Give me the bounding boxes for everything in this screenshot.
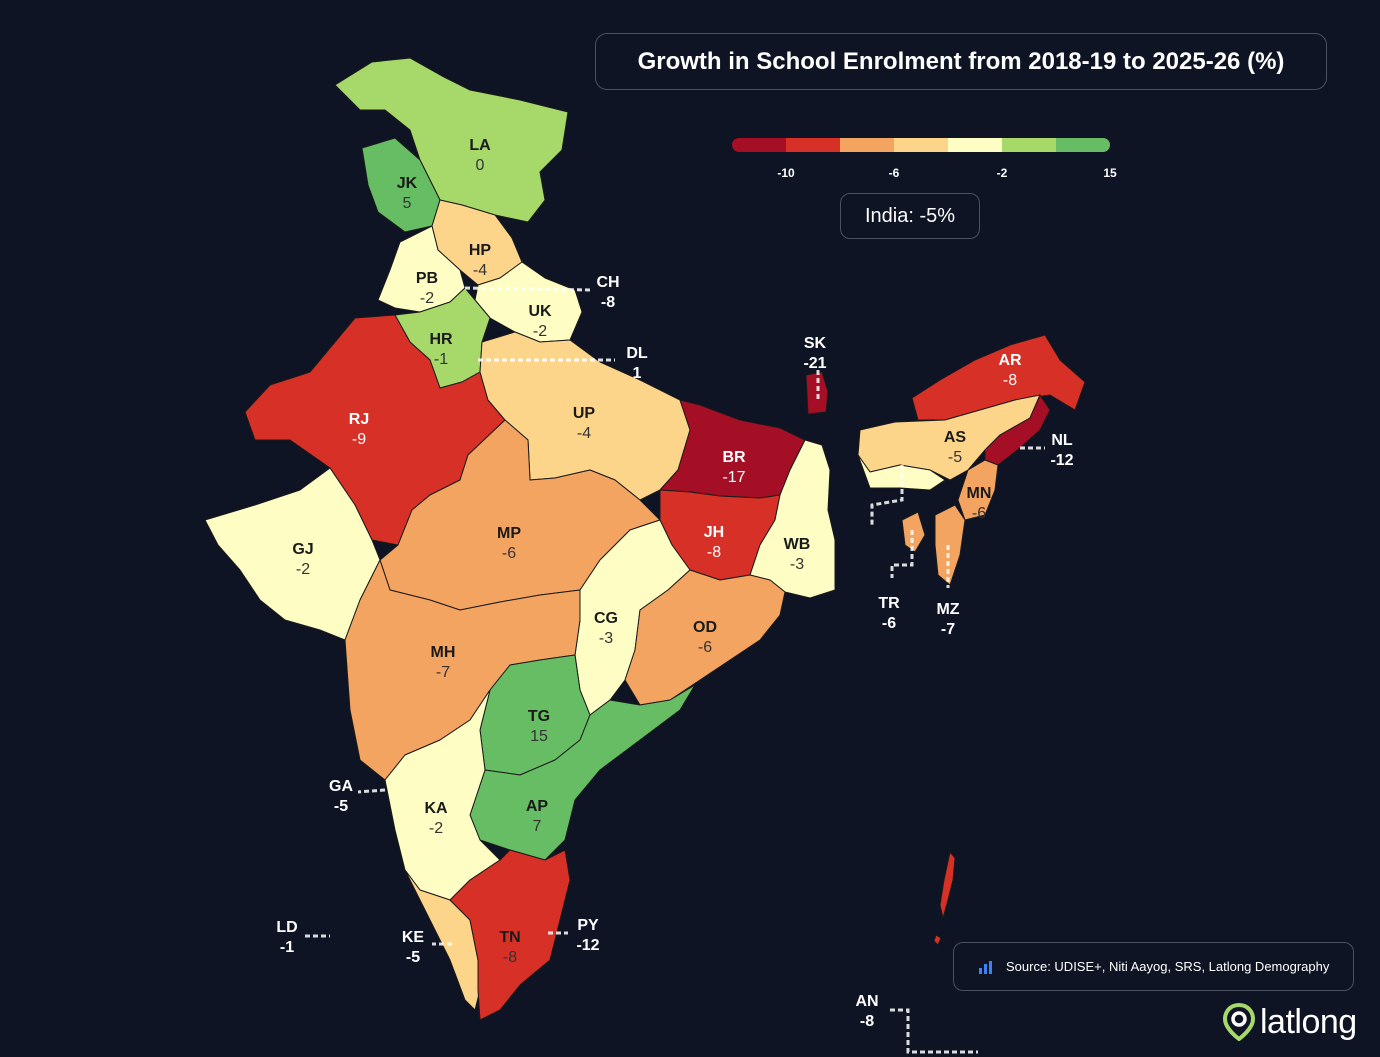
- legend-swatch: [1056, 138, 1110, 152]
- state-value-as: -5: [948, 449, 962, 466]
- state-value-hp: -4: [473, 262, 487, 279]
- state-value-up: -4: [577, 425, 591, 442]
- legend-tick-label: -2: [996, 166, 1008, 180]
- legend-swatch: [1002, 138, 1056, 152]
- state-value-mz: -7: [941, 621, 955, 638]
- state-value-hr: -1: [434, 351, 448, 368]
- state-code-an: AN: [855, 993, 878, 1010]
- state-value-uk: -2: [533, 323, 547, 340]
- state-code-ga: GA: [329, 778, 353, 795]
- state-value-py: -12: [576, 937, 599, 954]
- region-nl[interactable]: [984, 394, 1051, 466]
- region-an[interactable]: [933, 851, 956, 946]
- legend-swatch: [894, 138, 948, 152]
- state-value-br: -17: [722, 469, 745, 486]
- state-code-rj: RJ: [349, 411, 369, 428]
- region-mz[interactable]: [934, 504, 966, 586]
- state-code-od: OD: [693, 619, 717, 636]
- state-code-ld: LD: [276, 919, 297, 936]
- state-value-wb: -3: [790, 556, 804, 573]
- legend-tick-label: -10: [777, 166, 795, 180]
- state-value-ar: -8: [1003, 372, 1017, 389]
- legend-tick-label: -6: [888, 166, 900, 180]
- state-value-ke: -5: [406, 949, 420, 966]
- chart-title: Growth in School Enrolment from 2018-19 …: [595, 33, 1327, 90]
- state-value-cg: -3: [599, 630, 613, 647]
- state-code-tn: TN: [499, 929, 520, 946]
- legend-swatch: [948, 138, 1002, 152]
- state-value-jh: -8: [707, 544, 721, 561]
- state-code-mp: MP: [497, 525, 521, 542]
- state-code-pb: PB: [416, 270, 438, 287]
- state-code-ka: KA: [424, 800, 448, 817]
- state-value-ka: -2: [429, 820, 443, 837]
- state-value-ld: -1: [280, 939, 294, 956]
- state-value-ch: -8: [601, 294, 615, 311]
- region-od[interactable]: [624, 569, 786, 706]
- legend-swatch: [732, 138, 786, 152]
- source-text: Source: UDISE+, Niti Aayog, SRS, Latlong…: [1006, 959, 1330, 974]
- state-code-ap: AP: [526, 798, 549, 815]
- state-code-ch: CH: [596, 274, 619, 291]
- state-value-mp: -6: [502, 545, 516, 562]
- legend-swatch: [840, 138, 894, 152]
- state-value-gj: -2: [296, 561, 310, 578]
- region-mn[interactable]: [957, 459, 999, 521]
- state-code-br: BR: [722, 449, 746, 466]
- state-code-la: LA: [469, 137, 491, 154]
- state-value-nl: -12: [1050, 452, 1073, 469]
- state-code-as: AS: [944, 429, 967, 446]
- state-code-uk: UK: [528, 303, 552, 320]
- state-code-nl: NL: [1051, 432, 1073, 449]
- region-ml[interactable]: [857, 454, 946, 491]
- state-value-rj: -9: [352, 431, 366, 448]
- region-ap[interactable]: [469, 684, 696, 861]
- state-value-pb: -2: [420, 290, 434, 307]
- state-value-mh: -7: [436, 664, 450, 681]
- state-value-jk: 5: [403, 195, 412, 212]
- state-code-sk: SK: [804, 335, 827, 352]
- state-value-tr: -6: [882, 615, 896, 632]
- region-la[interactable]: [334, 57, 569, 223]
- state-value-mn: -6: [972, 505, 986, 522]
- state-value-sk: -21: [803, 355, 826, 372]
- state-code-tr: TR: [878, 595, 900, 612]
- state-value-tg: 15: [530, 728, 548, 745]
- state-code-hp: HP: [469, 242, 492, 259]
- state-value-la: 0: [476, 157, 485, 174]
- state-value-dl: 1: [633, 365, 642, 382]
- state-code-wb: WB: [784, 536, 811, 553]
- state-code-hr: HR: [429, 331, 453, 348]
- state-code-py: PY: [577, 917, 599, 934]
- state-code-jk: JK: [397, 175, 418, 192]
- legend-tick-label: 15: [1103, 166, 1117, 180]
- state-code-ar: AR: [998, 352, 1022, 369]
- state-code-mh: MH: [431, 644, 456, 661]
- state-code-jh: JH: [704, 524, 724, 541]
- state-code-dl: DL: [626, 345, 648, 362]
- state-code-ke: KE: [402, 929, 425, 946]
- map-pin-icon: [1222, 1003, 1256, 1041]
- national-average: India: -5%: [840, 193, 980, 239]
- state-code-mz: MZ: [936, 601, 959, 618]
- legend-swatch: [786, 138, 840, 152]
- source-note: Source: UDISE+, Niti Aayog, SRS, Latlong…: [953, 942, 1354, 991]
- state-value-ga: -5: [334, 798, 348, 815]
- latlong-logo: latlong: [1222, 1000, 1357, 1044]
- state-code-gj: GJ: [292, 541, 313, 558]
- state-value-tn: -8: [503, 949, 517, 966]
- bar-chart-icon: [979, 960, 992, 974]
- brand-name: latlong: [1260, 1002, 1357, 1041]
- state-code-mn: MN: [967, 485, 992, 502]
- state-code-up: UP: [573, 405, 596, 422]
- region-tn[interactable]: [449, 849, 571, 1021]
- state-code-cg: CG: [594, 610, 618, 627]
- state-code-tg: TG: [528, 708, 550, 725]
- color-legend: -10 -6 -2 15: [730, 138, 1120, 188]
- state-value-an: -8: [860, 1013, 874, 1030]
- state-value-od: -6: [698, 639, 712, 656]
- state-value-ap: 7: [533, 818, 542, 835]
